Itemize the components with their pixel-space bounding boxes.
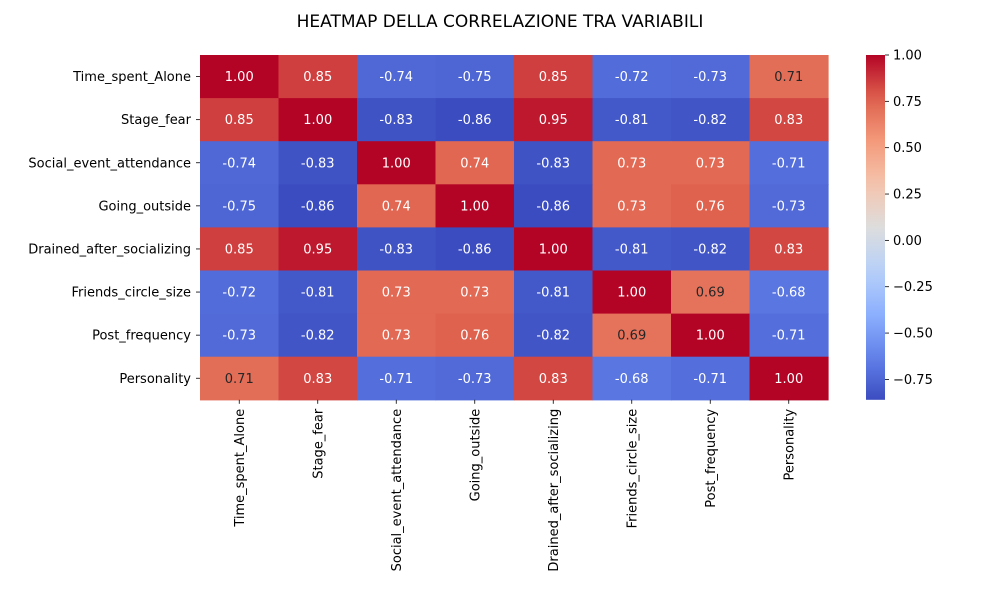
- cell-value-label: 0.71: [225, 372, 254, 387]
- cell-value-label: -0.73: [772, 199, 806, 214]
- cell-value-label: -0.71: [772, 156, 806, 171]
- heatmap-cells: 1.00 0.85 -0.74 -0.75 0.85 -0.72 -0.73 0.71 0.85…: [200, 55, 829, 400]
- cell-value-label: 1.00: [617, 286, 646, 301]
- colorbar-tick-label: −0.50: [893, 327, 933, 342]
- cell-value-label: -0.83: [379, 113, 413, 128]
- y-tick-labels: Time_spent_Alone Stage_fear Social_event_a…: [28, 70, 200, 387]
- cell-value-label: -0.68: [772, 286, 806, 301]
- cell-value-label: -0.81: [536, 286, 570, 301]
- cell-value-label: 0.73: [382, 329, 411, 344]
- cell-value-label: -0.86: [458, 242, 492, 257]
- cell-value-label: 0.76: [460, 329, 489, 344]
- cell-value-label: 1.00: [539, 242, 568, 257]
- cell-value-label: -0.82: [693, 242, 727, 257]
- cell-value-label: -0.72: [615, 70, 649, 85]
- x-tick-label: Going_outside: [469, 409, 484, 502]
- cell-value-label: -0.82: [536, 329, 570, 344]
- cell-value-label: -0.86: [301, 199, 335, 214]
- cell-value-label: -0.75: [458, 70, 492, 85]
- cell-value-label: -0.83: [379, 242, 413, 257]
- cell-value-label: -0.81: [301, 286, 335, 301]
- cell-value-label: 0.95: [539, 113, 568, 128]
- cell-value-label: -0.71: [379, 372, 413, 387]
- y-tick-label: Going_outside: [98, 199, 191, 214]
- cell-value-label: -0.74: [222, 156, 256, 171]
- cell-value-label: 0.73: [617, 156, 646, 171]
- x-tick-label: Friends_circle_size: [626, 409, 641, 529]
- cell-value-label: 0.76: [696, 199, 725, 214]
- cell-value-label: -0.71: [693, 372, 727, 387]
- colorbar-tick-label: 0.75: [893, 95, 922, 110]
- colorbar-tick-label: −0.75: [893, 373, 933, 388]
- cell-value-label: -0.73: [458, 372, 492, 387]
- cell-value-label: -0.82: [693, 113, 727, 128]
- cell-value-label: -0.83: [301, 156, 335, 171]
- x-tick-labels: Time_spent_Alone Stage_fear Social_event_a…: [233, 400, 798, 572]
- x-tick-label: Post_frequency: [704, 408, 719, 507]
- cell-value-label: 1.00: [774, 372, 803, 387]
- colorbar-tick-label: 1.00: [893, 49, 922, 64]
- cell-value-label: 0.83: [303, 372, 332, 387]
- cell-value-label: 1.00: [303, 113, 332, 128]
- y-tick-label: Friends_circle_size: [71, 286, 191, 301]
- y-tick-label: Personality: [119, 372, 191, 387]
- cell-value-label: 0.73: [617, 199, 646, 214]
- x-tick-label: Stage_fear: [312, 408, 327, 479]
- cell-value-label: -0.86: [536, 199, 570, 214]
- cell-value-label: -0.73: [222, 329, 256, 344]
- colorbar-tick-label: 0.25: [893, 188, 922, 203]
- x-tick-label: Social_event_attendance: [390, 409, 405, 572]
- cell-value-label: -0.72: [222, 286, 256, 301]
- cell-value-label: 0.83: [774, 113, 803, 128]
- x-tick-label: Drained_after_socializing: [547, 409, 562, 572]
- cell-value-label: -0.83: [536, 156, 570, 171]
- cell-value-label: -0.71: [772, 329, 806, 344]
- cell-value-label: 1.00: [696, 329, 725, 344]
- chart-title: HEATMAP DELLA CORRELAZIONE TRA VARIABILI: [297, 12, 704, 32]
- y-tick-label: Post_frequency: [92, 329, 191, 344]
- cell-value-label: 0.83: [774, 242, 803, 257]
- y-tick-label: Time_spent_Alone: [72, 70, 191, 85]
- colorbar: 1.00 0.75 0.50 0.25 0.00 −0.25 −0.50 −0.75: [866, 49, 933, 400]
- colorbar-tick-label: −0.25: [893, 280, 933, 295]
- cell-value-label: 1.00: [225, 70, 254, 85]
- cell-value-label: -0.75: [222, 199, 256, 214]
- cell-value-label: 1.00: [460, 199, 489, 214]
- cell-value-label: 0.73: [382, 286, 411, 301]
- cell-value-label: 0.73: [696, 156, 725, 171]
- cell-value-label: -0.86: [458, 113, 492, 128]
- cell-value-label: 0.85: [539, 70, 568, 85]
- cell-value-label: 0.83: [539, 372, 568, 387]
- cell-value-label: 0.73: [460, 286, 489, 301]
- colorbar-gradient: [866, 55, 885, 400]
- x-tick-label: Time_spent_Alone: [233, 409, 248, 528]
- cell-value-label: 0.71: [774, 70, 803, 85]
- cell-value-label: -0.68: [615, 372, 649, 387]
- cell-value-label: -0.74: [379, 70, 413, 85]
- x-tick-label: Personality: [783, 409, 798, 481]
- cell-value-label: 0.69: [696, 286, 725, 301]
- cell-value-label: 0.95: [303, 242, 332, 257]
- y-tick-label: Stage_fear: [121, 113, 192, 128]
- cell-value-label: -0.73: [693, 70, 727, 85]
- cell-value-label: 0.85: [303, 70, 332, 85]
- colorbar-tick-label: 0.00: [893, 234, 922, 249]
- cell-value-label: -0.82: [301, 329, 335, 344]
- cell-value-label: -0.81: [615, 113, 649, 128]
- y-tick-label: Drained_after_socializing: [28, 242, 191, 257]
- cell-value-label: 0.85: [225, 113, 254, 128]
- colorbar-tick-label: 0.50: [893, 141, 922, 156]
- cell-value-label: 0.74: [460, 156, 489, 171]
- cell-value-label: 1.00: [382, 156, 411, 171]
- cell-value-label: 0.69: [617, 329, 646, 344]
- y-tick-label: Social_event_attendance: [28, 156, 191, 171]
- cell-value-label: -0.81: [615, 242, 649, 257]
- cell-value-label: 0.74: [382, 199, 411, 214]
- cell-value-label: 0.85: [225, 242, 254, 257]
